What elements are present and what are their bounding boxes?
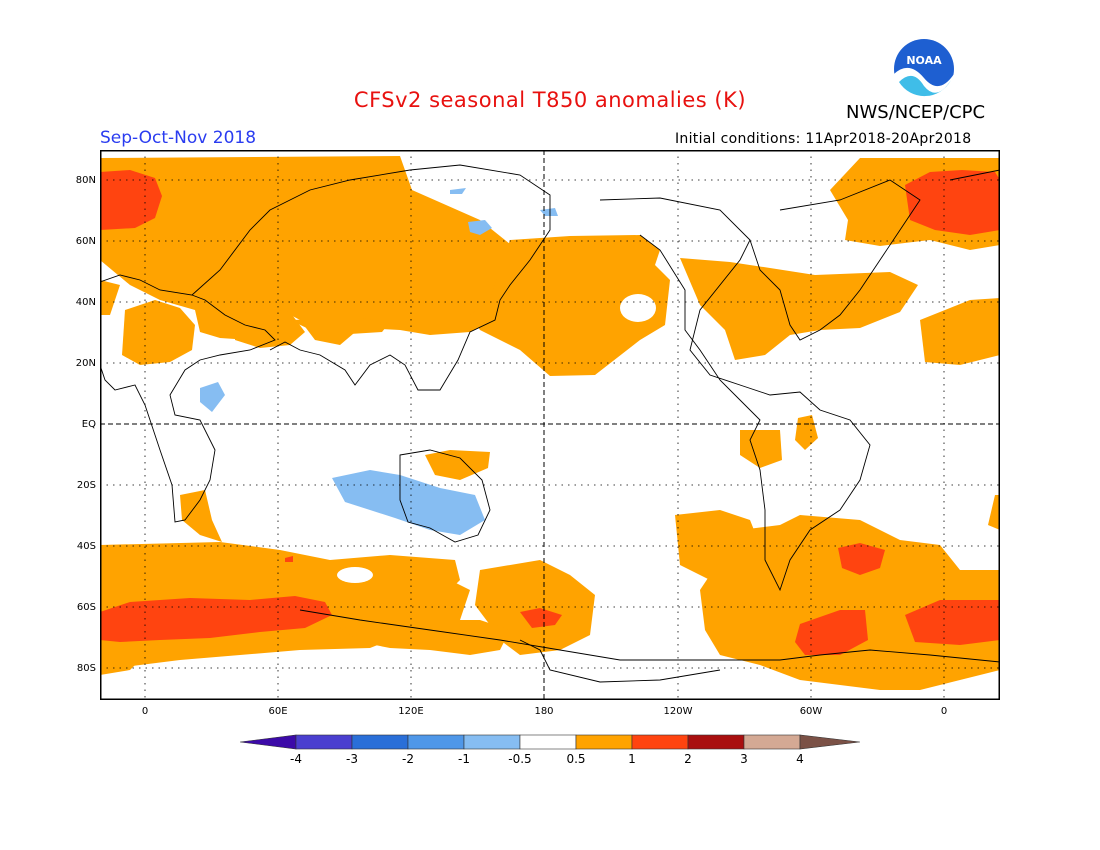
strong-positive-anomaly-regions [100,170,1000,655]
map-frame [100,150,1000,700]
colorbar-cell-low-end [240,734,297,750]
colorbar-cell [407,734,465,750]
colorbar-cell-high-end [799,734,860,750]
lon-label-60w: 60W [799,706,823,717]
colorbar-label: 2 [684,752,692,766]
lon-label-120w: 120W [663,706,693,717]
lon-label-0: 0 [141,706,149,717]
season-label: Sep-Oct-Nov 2018 [100,128,257,148]
colorbar-cell [463,734,521,750]
lat-label-eq: EQ [81,419,96,430]
logo-text: NOAA [906,54,942,67]
anomaly-map [100,150,1000,700]
positive-anomaly-regions [100,156,1000,690]
lon-label-60e: 60E [268,706,288,717]
initial-conditions-label: Initial conditions: 11Apr2018-20Apr2018 [675,131,972,147]
colorbar-label: 4 [796,752,804,766]
lat-label-80s: 80S [76,663,96,674]
lat-label-20n: 20N [75,358,96,369]
noaa-logo: NOAA [894,39,954,100]
colorbar-cell [687,734,745,750]
lat-label-40n: 40N [75,297,96,308]
colorbar-cell [519,734,577,750]
lon-label-180: 180 [534,706,554,717]
colorbar-cell [351,734,409,750]
lat-label-60n: 60N [75,236,96,247]
colorbar-cell [575,734,633,750]
lat-label-20s: 20S [76,480,96,491]
anomaly-fields [100,156,1000,690]
lon-label-120e: 120E [398,706,424,717]
lat-label-60s: 60S [76,602,96,613]
colorbar-cell [295,734,353,750]
color-bar [240,734,860,750]
lat-label-40s: 40S [76,541,96,552]
lon-label-0-east: 0 [940,706,948,717]
negative-anomaly-regions [200,188,558,535]
map-title: CFSv2 seasonal T850 anomalies (K) [353,88,747,112]
colorbar-label: -4 [290,752,302,766]
coastlines [100,164,1000,683]
colorbar-cell [631,734,689,750]
gridlines [100,150,1000,700]
colorbar-label: 3 [740,752,748,766]
colorbar-label: -3 [346,752,358,766]
colorbar-cell [743,734,801,750]
colorbar-label: -1 [458,752,470,766]
colorbar-label: -0.5 [508,752,532,766]
lat-label-80n: 80N [75,175,96,186]
colorbar-label: 1 [628,752,636,766]
colorbar-label: 0.5 [566,752,586,766]
colorbar-label: -2 [402,752,414,766]
agency-label: NWS/NCEP/CPC [846,102,986,123]
neutral-gaps [337,294,656,583]
